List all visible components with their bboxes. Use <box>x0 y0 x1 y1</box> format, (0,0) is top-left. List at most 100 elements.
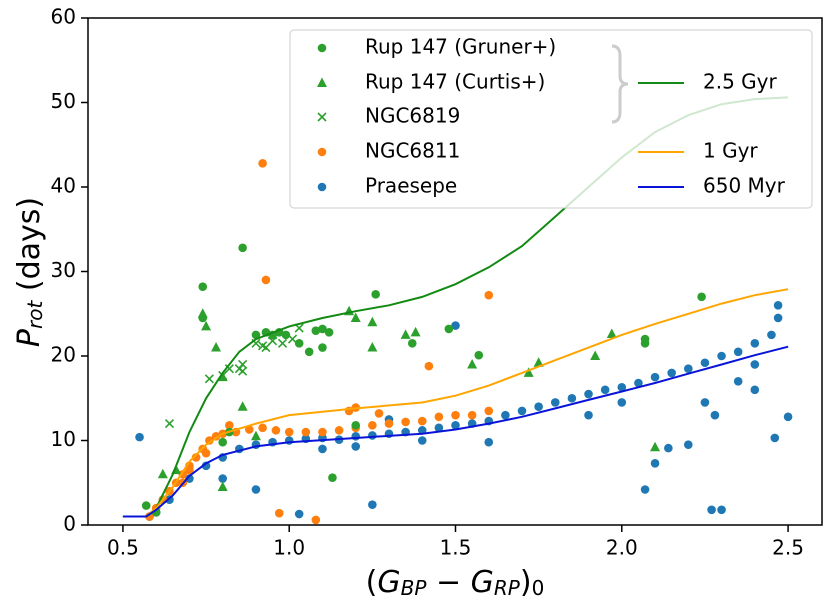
circle-marker <box>198 282 208 292</box>
x-tick-label: 2.5 <box>772 536 804 560</box>
circle-marker <box>770 433 780 443</box>
circle-marker <box>717 505 726 515</box>
x-marker <box>164 419 175 429</box>
label-part: RP <box>494 576 521 600</box>
circle-marker <box>650 372 660 382</box>
x-marker <box>261 342 271 353</box>
x-marker <box>317 112 327 122</box>
circle-marker <box>750 385 760 395</box>
circle-marker <box>294 509 304 519</box>
circle-marker <box>617 382 627 392</box>
circle-marker <box>550 398 560 407</box>
circle-marker <box>501 410 510 420</box>
circle-marker <box>407 339 417 348</box>
x-marker <box>224 364 234 374</box>
triangle-marker <box>201 320 212 331</box>
x-marker <box>238 366 248 376</box>
x-stroke <box>277 338 288 348</box>
y-tick-label: 40 <box>51 174 76 198</box>
circle-marker <box>444 324 454 334</box>
triangle-marker <box>211 342 222 352</box>
circle-marker <box>251 330 261 340</box>
triangle-marker <box>237 401 248 411</box>
legend-label: 2.5 Gyr <box>703 70 777 94</box>
circle-marker <box>351 420 361 430</box>
circle-marker <box>474 350 484 360</box>
triangle-marker <box>157 468 168 479</box>
legend-label: NGC6819 <box>365 104 460 128</box>
circle-marker <box>733 347 743 357</box>
circle-marker <box>484 290 494 300</box>
circle-marker <box>700 398 710 407</box>
model-line <box>122 288 789 518</box>
circle-marker <box>258 159 267 168</box>
label-part: rot <box>23 300 47 329</box>
legend-box <box>289 29 813 209</box>
circle-marker <box>258 423 267 433</box>
triangle-marker <box>523 367 534 377</box>
circle-marker <box>534 402 543 412</box>
triangle-marker <box>590 350 601 360</box>
x-stroke <box>164 419 175 429</box>
y-axis-label: Prot (days) <box>12 197 47 347</box>
circle-marker <box>750 339 760 348</box>
circle-marker <box>451 410 460 420</box>
y-tick-label: 30 <box>51 258 76 282</box>
circle-marker <box>191 453 201 462</box>
circle-marker <box>351 431 361 441</box>
circle-marker <box>274 508 284 518</box>
circle-marker <box>245 425 254 434</box>
label-part: (days) <box>12 197 47 301</box>
legend-label: 650 Myr <box>703 174 786 198</box>
triangle-marker <box>410 326 421 337</box>
legend-label: Rup 147 (Curtis+) <box>365 70 545 94</box>
label-part: ( <box>366 565 378 600</box>
circle-marker <box>783 412 793 422</box>
circle-marker <box>750 360 760 369</box>
x-marker <box>238 359 248 370</box>
circle-marker <box>484 437 494 447</box>
circle-marker <box>304 347 314 357</box>
label-part: 0 <box>532 576 545 600</box>
x-marker <box>204 374 214 384</box>
circle-marker <box>301 427 311 437</box>
x-stroke <box>238 359 248 370</box>
triangle-marker <box>467 358 478 369</box>
x-stroke <box>224 364 234 374</box>
circle-marker <box>773 301 783 310</box>
label-part: ) <box>520 565 532 600</box>
circle-marker <box>324 328 334 337</box>
label-part: BP <box>401 576 428 600</box>
circle-marker <box>368 500 377 510</box>
circle-marker <box>281 330 291 340</box>
circle-marker <box>417 436 427 445</box>
circle-marker <box>640 339 650 348</box>
triangle-marker <box>650 441 661 452</box>
triangle-marker <box>317 77 327 87</box>
circle-marker <box>368 420 377 430</box>
circle-marker <box>251 485 261 494</box>
legend-label: Rup 147 (Gruner+) <box>365 35 556 59</box>
circle-marker <box>185 474 194 483</box>
circle-marker <box>218 437 227 447</box>
circle-marker <box>311 515 321 525</box>
circle-marker <box>238 243 247 253</box>
triangle-marker <box>217 481 228 491</box>
circle-marker <box>284 427 294 437</box>
circle-marker <box>311 326 321 335</box>
x-tick-label: 2.0 <box>606 536 638 560</box>
circle-marker <box>710 410 720 420</box>
circle-marker <box>334 426 344 435</box>
circle-marker <box>198 313 208 323</box>
circle-marker <box>640 485 650 494</box>
legend-label: NGC6811 <box>365 139 460 163</box>
triangle-marker <box>350 312 361 322</box>
circle-marker <box>318 343 327 352</box>
y-tick-label: 0 <box>63 512 76 536</box>
circle-marker <box>318 427 327 437</box>
x-stroke <box>317 112 327 122</box>
triangle-marker <box>217 371 228 382</box>
x-tick-label: 0.5 <box>107 536 139 560</box>
triangle-marker <box>400 329 411 339</box>
